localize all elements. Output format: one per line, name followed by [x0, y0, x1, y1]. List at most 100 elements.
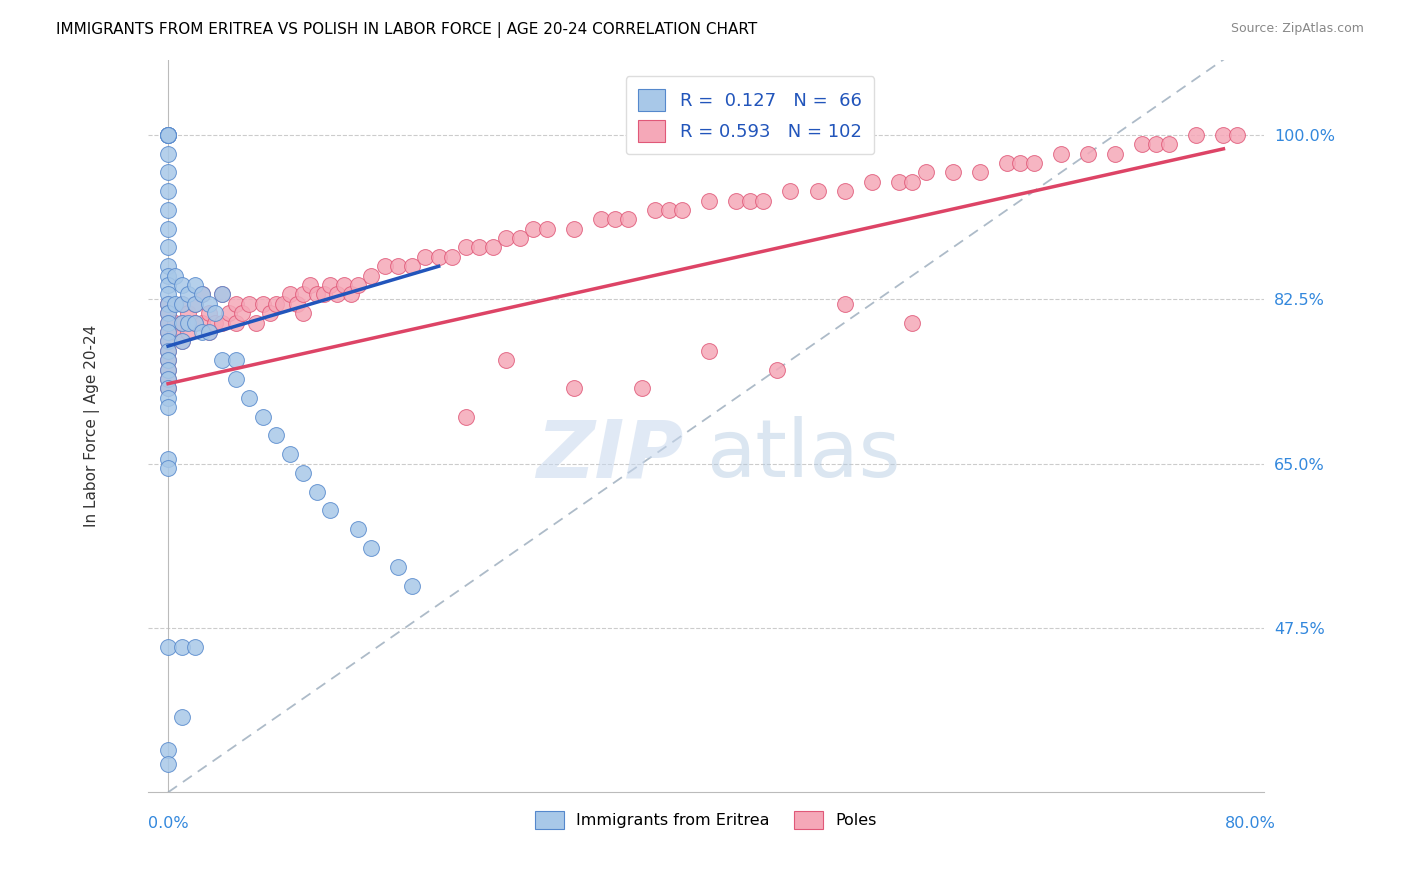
Point: [1077, 146, 1099, 161]
Point: [834, 184, 856, 198]
Point: [204, 306, 226, 320]
Point: [157, 306, 180, 320]
Point: [157, 325, 180, 339]
Point: [157, 372, 180, 386]
Point: [157, 221, 180, 235]
Point: [299, 278, 322, 293]
Point: [305, 287, 328, 301]
Point: [454, 240, 477, 254]
Point: [278, 287, 301, 301]
Point: [995, 156, 1018, 170]
Point: [495, 231, 517, 245]
Point: [157, 297, 180, 311]
Point: [170, 278, 193, 293]
Point: [170, 334, 193, 349]
Point: [292, 287, 315, 301]
Text: ZIP: ZIP: [536, 417, 683, 494]
Point: [252, 297, 274, 311]
Point: [191, 325, 214, 339]
Point: [157, 278, 180, 293]
Text: In Labor Force | Age 20-24: In Labor Force | Age 20-24: [84, 325, 100, 527]
Text: 80.0%: 80.0%: [1225, 816, 1275, 830]
Point: [603, 212, 626, 227]
Point: [346, 278, 368, 293]
Point: [766, 362, 789, 376]
Point: [211, 287, 233, 301]
Point: [211, 316, 233, 330]
Point: [157, 268, 180, 283]
Point: [942, 165, 965, 179]
Point: [157, 461, 180, 475]
Point: [157, 316, 180, 330]
Point: [779, 184, 801, 198]
Point: [157, 184, 180, 198]
Point: [157, 202, 180, 217]
Point: [969, 165, 991, 179]
Text: 0.0%: 0.0%: [148, 816, 188, 830]
Text: IMMIGRANTS FROM ERITREA VS POLISH IN LABOR FORCE | AGE 20-24 CORRELATION CHART: IMMIGRANTS FROM ERITREA VS POLISH IN LAB…: [56, 22, 758, 38]
Point: [454, 409, 477, 424]
Point: [536, 221, 558, 235]
Point: [157, 343, 180, 358]
Point: [292, 466, 315, 480]
Point: [697, 194, 720, 208]
Point: [834, 297, 856, 311]
Point: [177, 325, 200, 339]
Point: [387, 259, 409, 273]
Text: Source: ZipAtlas.com: Source: ZipAtlas.com: [1230, 22, 1364, 36]
Point: [197, 297, 219, 311]
Point: [157, 240, 180, 254]
Point: [589, 212, 612, 227]
Point: [266, 428, 288, 442]
Point: [725, 194, 748, 208]
Point: [697, 343, 720, 358]
Point: [482, 240, 505, 254]
Point: [211, 287, 233, 301]
Point: [157, 391, 180, 405]
Point: [170, 316, 193, 330]
Point: [617, 212, 640, 227]
Point: [285, 297, 308, 311]
Point: [225, 297, 247, 311]
Point: [1022, 156, 1045, 170]
Point: [1144, 137, 1167, 152]
Point: [427, 250, 450, 264]
Point: [319, 278, 342, 293]
Point: [671, 202, 693, 217]
Point: [170, 334, 193, 349]
Point: [191, 287, 214, 301]
Point: [163, 268, 186, 283]
Point: [157, 353, 180, 368]
Point: [259, 306, 281, 320]
Point: [157, 362, 180, 376]
Point: [644, 202, 666, 217]
Point: [914, 165, 936, 179]
Point: [360, 541, 382, 555]
Point: [509, 231, 531, 245]
Point: [752, 194, 775, 208]
Point: [157, 381, 180, 395]
Point: [184, 640, 207, 654]
Point: [271, 297, 294, 311]
Point: [333, 278, 356, 293]
Point: [157, 128, 180, 142]
Point: [401, 579, 423, 593]
Point: [738, 194, 761, 208]
Point: [360, 268, 382, 283]
Point: [441, 250, 464, 264]
Point: [1130, 137, 1153, 152]
Point: [157, 757, 180, 772]
Point: [562, 221, 585, 235]
Point: [218, 306, 240, 320]
Point: [170, 640, 193, 654]
Point: [157, 259, 180, 273]
Point: [184, 297, 207, 311]
Point: [630, 381, 652, 395]
Point: [225, 372, 247, 386]
Point: [184, 316, 207, 330]
Point: [157, 146, 180, 161]
Point: [326, 287, 349, 301]
Point: [157, 128, 180, 142]
Point: [1185, 128, 1208, 142]
Point: [157, 165, 180, 179]
